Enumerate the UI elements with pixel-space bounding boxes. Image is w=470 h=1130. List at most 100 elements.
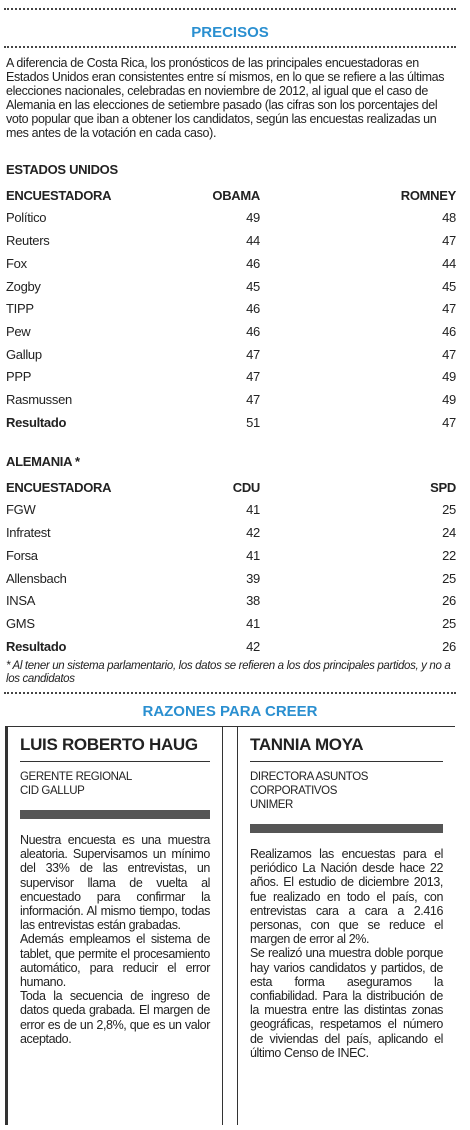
- table-row: Allensbach 39 25: [6, 568, 456, 590]
- table-row: TIPP 46 47: [6, 298, 456, 320]
- column-header: CDU: [232, 479, 261, 495]
- value: 25: [442, 615, 456, 631]
- section-title: RAZONES PARA CREER: [142, 703, 318, 720]
- pollster: GMS: [6, 615, 35, 631]
- value: 47: [246, 392, 260, 407]
- value: 38: [246, 593, 260, 609]
- table-row: Resultado 51 47: [6, 412, 456, 434]
- value: 45: [442, 278, 456, 294]
- pollster: Resultado: [6, 638, 67, 654]
- value: 41: [246, 547, 260, 563]
- pollster: Rasmussen: [6, 392, 72, 407]
- divider: [4, 8, 456, 10]
- value: 41: [246, 502, 260, 518]
- pollster: PPP: [6, 369, 32, 385]
- pollster: Resultado: [6, 414, 67, 430]
- paragraph: Además empleamos el sistema de tablet, q…: [20, 932, 210, 990]
- table-row: INSA 38 26: [6, 590, 456, 612]
- column-header: ENCUESTADORA: [6, 187, 112, 203]
- pollster: Fox: [6, 255, 27, 271]
- table-header: ENCUESTADORA OBAMA ROMNEY: [6, 185, 456, 207]
- value: 24: [442, 525, 456, 541]
- person-name: LUIS ROBERTO HAUG: [20, 735, 210, 762]
- value: 39: [246, 570, 260, 586]
- value: 46: [442, 323, 456, 339]
- table-row: Pew 46 46: [6, 321, 456, 343]
- value: 47: [442, 233, 456, 249]
- value: 26: [442, 593, 456, 609]
- value: 41: [246, 615, 260, 631]
- bar: [20, 810, 210, 819]
- pollster: TIPP: [6, 301, 34, 317]
- title: PRECISOS: [191, 24, 269, 41]
- table-row: Forsa 41 22: [6, 545, 456, 567]
- value: 22: [442, 547, 456, 563]
- value: 49: [246, 210, 260, 226]
- table-row: Reuters 44 47: [6, 230, 456, 252]
- divider: [4, 46, 456, 48]
- person-name: TANNIA MOYA: [250, 735, 443, 762]
- value: 47: [246, 346, 260, 362]
- value: 46: [246, 301, 260, 317]
- role-line: DIRECTORA ASUNTOS CORPORATIVOS: [250, 771, 369, 797]
- table-row: Resultado 42 26: [6, 636, 456, 658]
- value: 25: [442, 502, 456, 518]
- table-row: Fox 46 44: [6, 253, 456, 275]
- table-header: ENCUESTADORA CDU SPD: [6, 477, 456, 499]
- value: 46: [246, 323, 260, 339]
- bar: [250, 824, 443, 833]
- pollster: Pew: [6, 323, 31, 339]
- value: 47: [442, 414, 456, 430]
- pollster: Zogby: [6, 278, 41, 294]
- paragraph: Realizamos las encuestas para el periódi…: [250, 847, 443, 947]
- person-role: DIRECTORA ASUNTOS CORPORATIVOS UNIMER: [250, 770, 443, 812]
- column-header: ENCUESTADORA: [6, 479, 112, 495]
- pollster: Político: [6, 210, 47, 226]
- role-line: CID GALLUP: [20, 785, 85, 797]
- pollster: INSA: [6, 593, 36, 609]
- pollster: Reuters: [6, 233, 50, 249]
- value: 49: [442, 369, 456, 385]
- value: 46: [246, 255, 260, 271]
- table-caption: ALEMANIA *: [6, 454, 80, 469]
- value: 47: [442, 301, 456, 317]
- person-role: GERENTE REGIONAL CID GALLUP: [20, 770, 210, 798]
- table-row: PPP 47 49: [6, 366, 456, 388]
- value: 47: [246, 369, 260, 385]
- role-line: UNIMER: [250, 799, 293, 811]
- value: 44: [246, 233, 260, 249]
- table-row: GMS 41 25: [6, 613, 456, 635]
- value: 49: [442, 392, 456, 407]
- value: 26: [442, 638, 456, 654]
- pollster: Forsa: [6, 547, 38, 563]
- paragraph: Se realizó una muestra doble porque hay …: [250, 946, 443, 1060]
- paragraph: Nuestra encuesta es una muestra aleatori…: [20, 833, 210, 933]
- paragraph: Toda la secuencia de ingreso de datos qu…: [20, 989, 210, 1046]
- pollster: Infratest: [6, 525, 51, 541]
- value: 48: [442, 210, 456, 226]
- value: 44: [442, 255, 456, 271]
- table-row: Político 49 48: [6, 207, 456, 229]
- table-caption: ESTADOS UNIDOS: [6, 162, 118, 177]
- rule: [5, 726, 455, 727]
- value: 45: [246, 278, 260, 294]
- table-row: FGW 41 25: [6, 499, 456, 521]
- role-line: GERENTE REGIONAL: [20, 771, 132, 783]
- pollster: FGW: [6, 502, 36, 518]
- value: 42: [246, 638, 260, 654]
- footnote: * Al tener un sistema parlamentario, los…: [6, 660, 451, 685]
- pollster: Gallup: [6, 346, 42, 362]
- table-row: Gallup 47 47: [6, 344, 456, 366]
- opinion-column: LUIS ROBERTO HAUG GERENTE REGIONAL CID GAL…: [5, 727, 223, 1125]
- value: 47: [442, 346, 456, 362]
- table-row: Rasmussen 47 49: [6, 389, 456, 411]
- table-row: Infratest 42 24: [6, 522, 456, 544]
- table-row: Zogby 45 45: [6, 276, 456, 298]
- column-header: SPD: [430, 479, 456, 495]
- column-header: ROMNEY: [400, 187, 457, 203]
- column-header: OBAMA: [212, 187, 260, 203]
- value: 42: [246, 525, 260, 541]
- value: 51: [246, 414, 260, 430]
- opinion-column: TANNIA MOYA DIRECTORA ASUNTOS CORPORATIVO…: [237, 727, 455, 1125]
